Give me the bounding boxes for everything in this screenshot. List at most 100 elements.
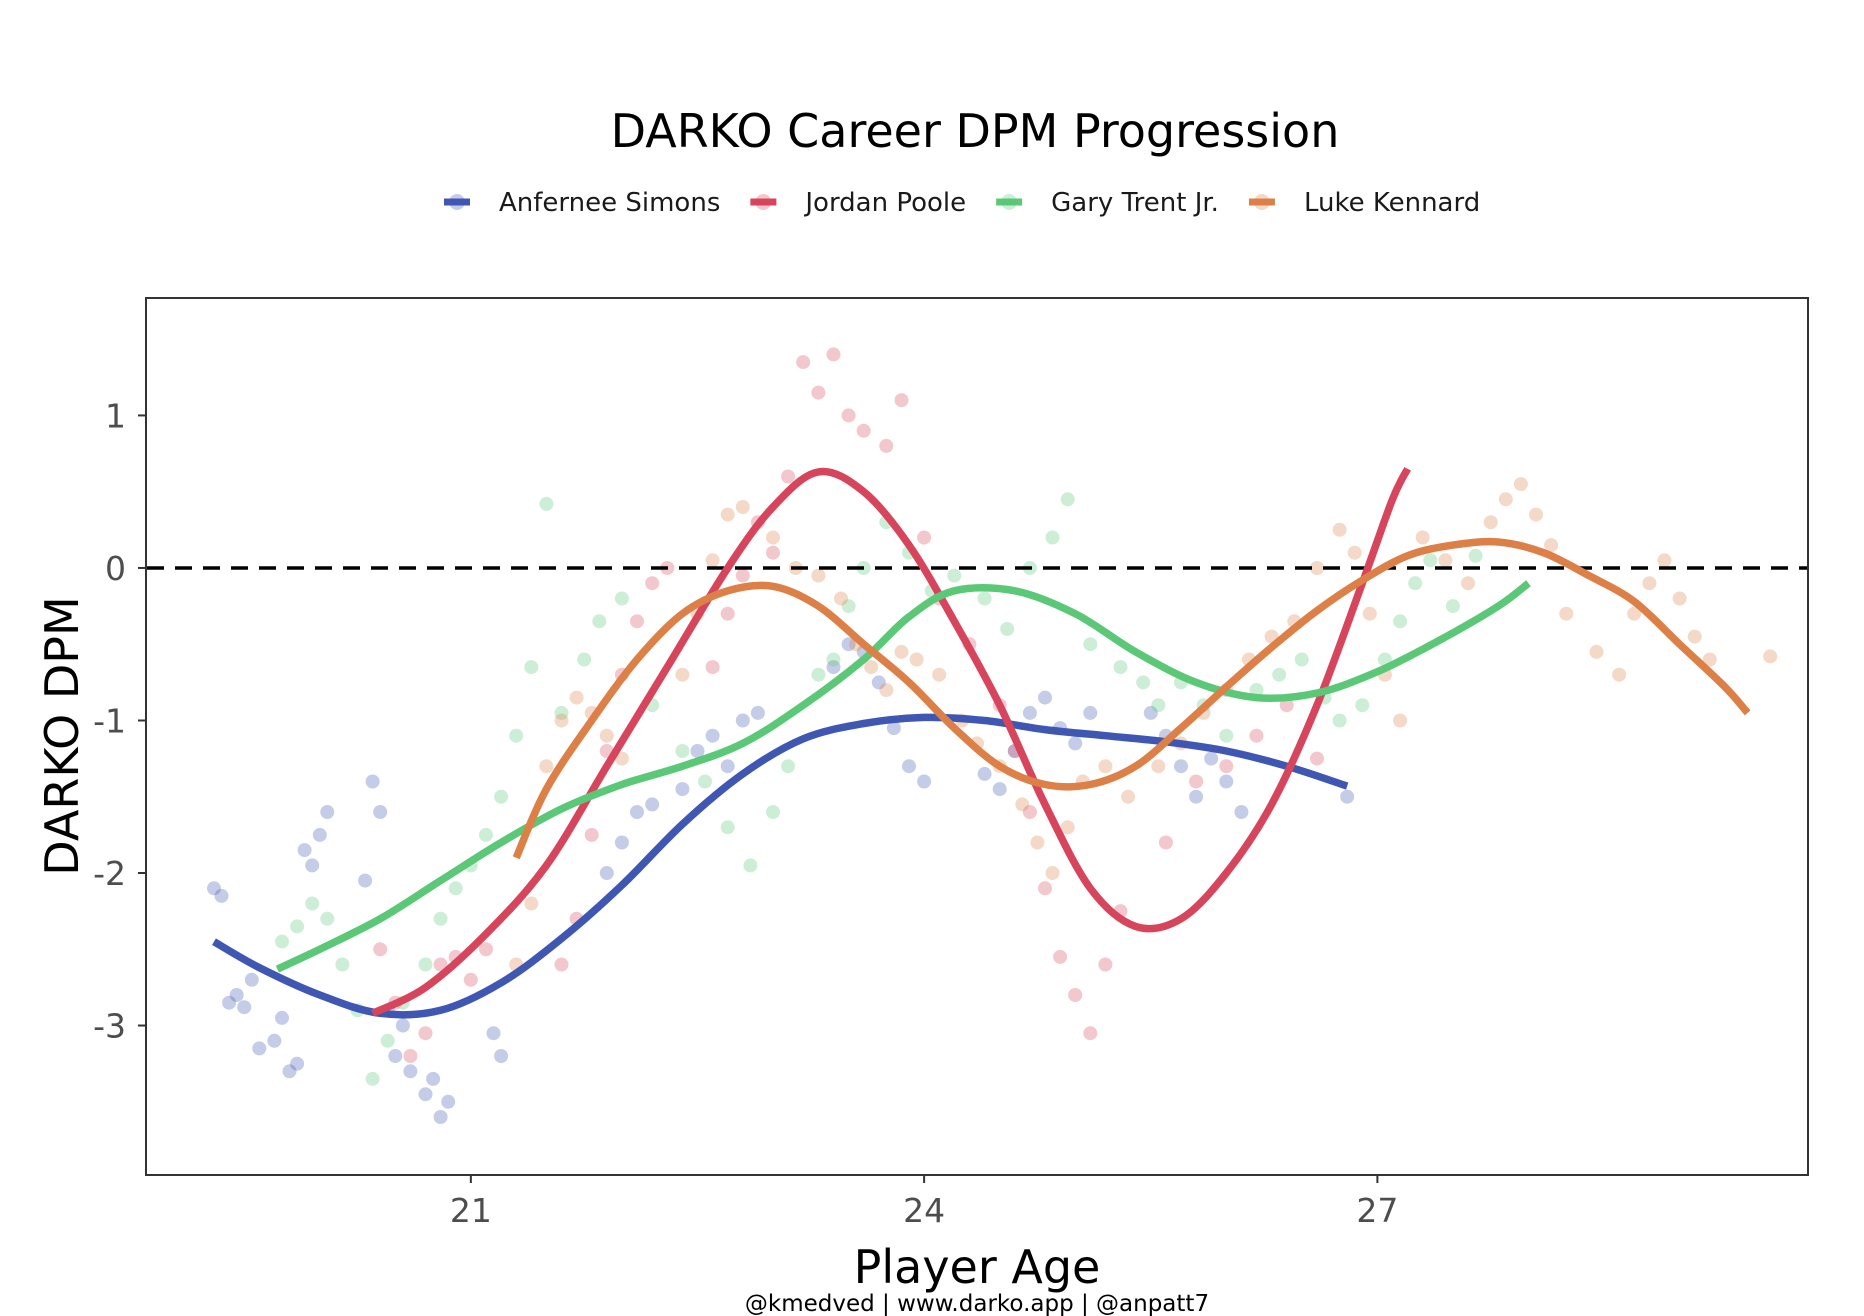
legend-item-3: Luke Kennard xyxy=(1248,188,1480,218)
data-point-0-15 xyxy=(358,873,373,888)
y-tick-label-2: -1 xyxy=(93,701,126,740)
data-point-2-37 xyxy=(977,591,992,606)
data-point-0-59 xyxy=(1234,805,1249,819)
data-point-1-10 xyxy=(584,827,599,842)
data-point-2-10 xyxy=(433,911,448,926)
y-tick-label-0: 1 xyxy=(105,396,126,435)
data-point-2-21 xyxy=(614,591,629,606)
data-point-2-7 xyxy=(380,1033,395,1048)
data-point-2-15 xyxy=(509,728,524,743)
data-point-1-24 xyxy=(826,347,841,362)
data-point-2-53 xyxy=(1332,713,1347,728)
data-point-0-48 xyxy=(1022,705,1037,720)
data-point-3-11 xyxy=(720,507,735,522)
data-point-0-13 xyxy=(312,827,327,842)
data-point-1-13 xyxy=(630,614,644,629)
data-point-2-17 xyxy=(539,496,554,511)
data-point-3-63 xyxy=(1763,649,1778,664)
data-point-0-8 xyxy=(275,1010,289,1025)
data-point-2-30 xyxy=(826,652,841,667)
data-point-3-18 xyxy=(864,660,879,675)
data-point-3-56 xyxy=(1612,667,1627,682)
data-point-2-0 xyxy=(275,934,289,949)
data-point-0-24 xyxy=(433,1110,448,1124)
data-point-0-7 xyxy=(267,1033,282,1048)
data-point-1-44 xyxy=(1249,728,1264,743)
plot-panel xyxy=(145,297,1809,1176)
data-point-0-46 xyxy=(992,782,1007,797)
data-point-1-7 xyxy=(479,942,493,957)
data-point-3-32 xyxy=(1121,789,1136,804)
data-point-3-46 xyxy=(1415,530,1430,545)
data-point-3-48 xyxy=(1461,576,1475,591)
legend-point-0 xyxy=(449,194,465,210)
data-point-3-6 xyxy=(599,728,614,743)
data-point-1-22 xyxy=(796,355,811,370)
data-point-3-42 xyxy=(1347,545,1362,560)
data-point-1-3 xyxy=(418,1026,433,1041)
data-point-1-41 xyxy=(1158,835,1173,850)
smooth-line-1 xyxy=(370,467,1411,1017)
data-point-0-55 xyxy=(1174,759,1188,774)
data-point-3-33 xyxy=(1151,759,1166,774)
caption: @kmedved | www.darko.app | @anpatt7 xyxy=(745,1291,1209,1316)
chart-legend: Anfernee Simons Jordan Poole Gary Trent Jr… xyxy=(444,188,1480,218)
data-point-0-29 xyxy=(614,835,629,850)
data-point-2-16 xyxy=(524,660,539,675)
data-point-3-59 xyxy=(1657,553,1672,568)
data-point-0-43 xyxy=(902,759,916,774)
data-point-1-26 xyxy=(856,423,871,438)
data-point-3-54 xyxy=(1559,606,1574,621)
data-point-0-30 xyxy=(630,805,644,819)
legend-item-0: Anfernee Simons xyxy=(444,188,720,218)
y-axis-label: DARKO DPM xyxy=(35,596,89,875)
data-point-1-0 xyxy=(373,942,388,957)
y-tick-label-3: -2 xyxy=(93,854,126,893)
x-tick-label-1: 24 xyxy=(903,1191,945,1230)
data-point-0-42 xyxy=(886,721,901,736)
data-point-0-2 xyxy=(222,995,237,1010)
data-point-2-14 xyxy=(494,789,509,804)
data-point-1-25 xyxy=(841,408,856,423)
data-point-1-2 xyxy=(403,1049,418,1063)
data-point-3-45 xyxy=(1393,713,1408,728)
data-point-2-2 xyxy=(305,896,320,911)
x-axis-label: Player Age xyxy=(854,1240,1101,1294)
data-point-2-42 xyxy=(1083,637,1098,652)
data-point-2-19 xyxy=(577,652,592,667)
data-point-3-51 xyxy=(1513,477,1528,492)
data-point-3-20 xyxy=(894,644,909,659)
data-point-0-28 xyxy=(599,866,614,880)
data-point-0-52 xyxy=(1083,705,1098,720)
data-point-1-29 xyxy=(917,530,932,545)
legend-label-1: Jordan Poole xyxy=(803,188,966,218)
legend-label-0: Anfernee Simons xyxy=(499,188,720,218)
data-point-0-0 xyxy=(207,881,221,896)
data-point-2-44 xyxy=(1136,675,1151,690)
data-point-2-1 xyxy=(290,919,305,934)
data-point-0-25 xyxy=(441,1094,456,1109)
data-point-3-3 xyxy=(554,713,569,728)
data-point-1-38 xyxy=(1083,1026,1098,1041)
legend-point-3 xyxy=(1253,194,1270,210)
data-point-1-45 xyxy=(1279,698,1294,713)
data-point-1-39 xyxy=(1098,957,1113,972)
data-point-0-58 xyxy=(1219,774,1234,789)
data-point-0-20 xyxy=(395,1018,410,1033)
data-point-0-26 xyxy=(486,1026,501,1041)
data-point-0-39 xyxy=(841,637,856,652)
data-point-0-17 xyxy=(373,805,388,819)
data-point-3-27 xyxy=(1030,835,1045,850)
data-point-0-14 xyxy=(320,805,335,819)
data-point-2-40 xyxy=(1045,530,1060,545)
data-point-3-13 xyxy=(766,530,780,545)
data-point-2-27 xyxy=(766,805,780,819)
data-point-3-49 xyxy=(1483,515,1498,530)
data-point-1-28 xyxy=(894,393,909,408)
data-point-0-35 xyxy=(720,759,735,774)
data-point-0-45 xyxy=(977,766,992,781)
y-axis: 1 0 -1 -2 -3 xyxy=(93,396,146,1046)
data-point-0-9 xyxy=(282,1064,297,1079)
data-point-3-40 xyxy=(1310,561,1324,575)
data-point-2-56 xyxy=(1393,614,1408,629)
